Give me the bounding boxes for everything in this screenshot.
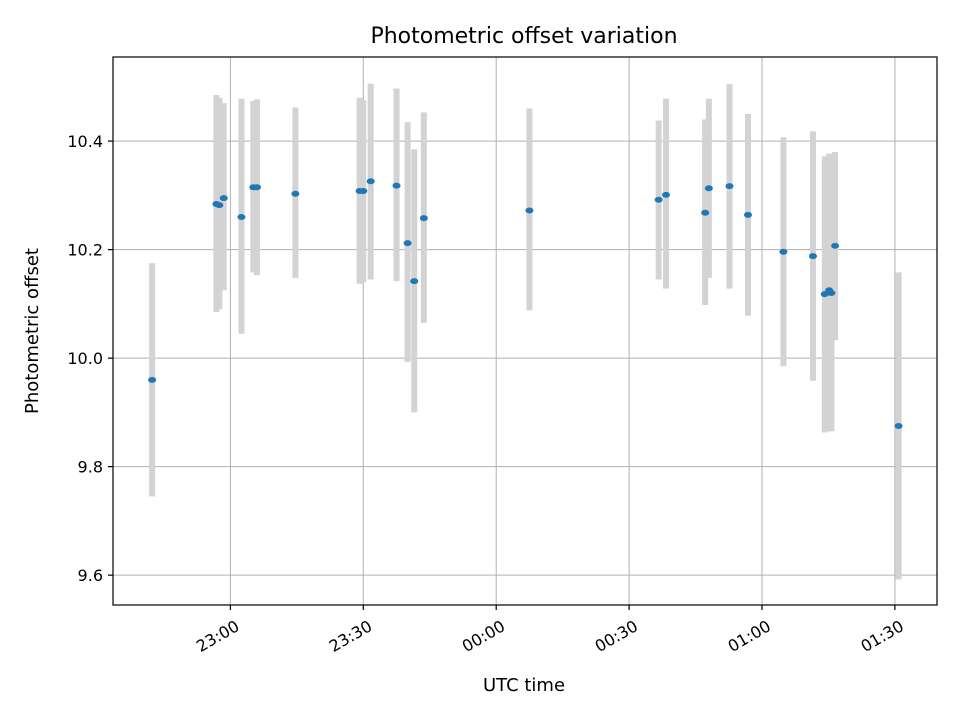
data-point	[403, 240, 412, 247]
data-point	[894, 422, 903, 429]
chart-title: Photometric offset variation	[370, 24, 677, 49]
data-point	[359, 188, 368, 195]
data-point	[827, 290, 836, 297]
data-point	[654, 196, 663, 203]
data-point	[808, 253, 817, 260]
x-tick-label: 01:00	[725, 616, 774, 656]
y-axis-label: Photometric offset	[22, 248, 43, 414]
x-tick-label: 23:00	[193, 616, 242, 656]
data-point	[291, 190, 300, 197]
data-point	[366, 178, 375, 185]
data-point	[148, 376, 157, 383]
y-tick-label: 10.4	[67, 132, 103, 151]
data-point	[215, 202, 224, 209]
data-point	[725, 183, 734, 190]
data-points	[148, 178, 903, 429]
data-point	[831, 242, 840, 249]
data-point	[662, 191, 671, 198]
x-axis-label: UTC time	[483, 675, 565, 696]
x-tick-label: 00:30	[592, 616, 641, 656]
x-tick-label: 00:00	[459, 616, 508, 656]
y-tick-label: 9.8	[78, 458, 103, 477]
data-point	[701, 209, 710, 216]
y-tick-label: 9.6	[78, 566, 103, 585]
data-point	[779, 248, 788, 255]
data-point	[392, 182, 401, 189]
error-bars	[149, 83, 902, 580]
data-point	[704, 185, 713, 192]
plot-frame	[112, 56, 938, 606]
data-point	[419, 215, 428, 222]
data-point	[237, 214, 246, 221]
data-point	[252, 184, 261, 191]
data-point	[219, 195, 228, 202]
data-point	[743, 211, 752, 218]
data-point	[525, 207, 534, 214]
x-tick-label: 23:30	[326, 616, 375, 656]
x-tick-label: 01:30	[857, 616, 906, 656]
y-tick-label: 10.0	[67, 349, 103, 368]
y-tick-label: 10.2	[67, 241, 103, 260]
data-point	[410, 278, 419, 285]
